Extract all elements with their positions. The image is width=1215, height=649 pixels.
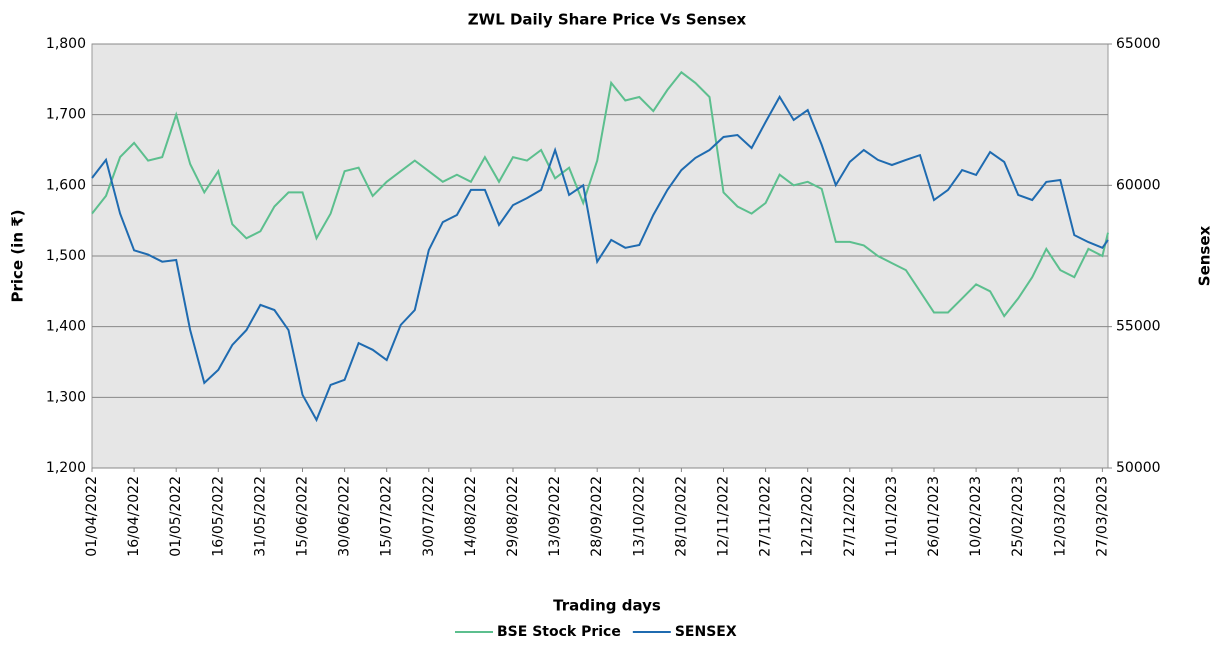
x-tick-label: 26/01/2023	[926, 476, 942, 557]
x-tick-label: 13/09/2022	[547, 476, 563, 557]
x-tick-label: 25/02/2023	[1010, 476, 1026, 557]
y-tick-label: 1,700	[46, 107, 86, 123]
x-tick-label: 01/04/2022	[84, 476, 100, 557]
x-tick-label: 16/05/2022	[210, 476, 226, 557]
x-tick-label: 12/12/2022	[800, 476, 816, 557]
chart-title: ZWL Daily Share Price Vs Sensex	[468, 11, 747, 29]
x-tick-label: 28/10/2022	[673, 476, 689, 557]
y-tick-label: 1,200	[46, 460, 86, 476]
series-line	[91, 70, 1109, 318]
y2-tick-label: 60000	[1116, 177, 1161, 193]
x-tick-label: 29/08/2022	[505, 476, 521, 557]
x-tick-label: 11/01/2023	[884, 476, 900, 557]
y-tick-label: 1,800	[46, 36, 86, 52]
x-tick-label: 27/11/2022	[758, 476, 774, 557]
x-tick-label: 10/02/2023	[968, 476, 984, 557]
x-tick-label: 30/06/2022	[337, 476, 353, 557]
x-tick-label: 12/11/2022	[715, 476, 731, 557]
y-tick-label: 1,300	[46, 389, 86, 405]
legend-label: BSE Stock Price	[497, 624, 621, 640]
y2-tick-label: 50000	[1116, 460, 1161, 476]
y-axis-title: Price (in ₹)	[9, 209, 27, 302]
y2-axis-title: Sensex	[1196, 225, 1214, 286]
x-tick-label: 12/03/2023	[1052, 476, 1068, 557]
x-tick-label: 15/07/2022	[379, 476, 395, 557]
x-axis-title: Trading days	[553, 597, 661, 615]
y2-tick-label: 55000	[1116, 319, 1161, 335]
x-tick-label: 16/04/2022	[126, 476, 142, 557]
x-tick-label: 01/05/2022	[168, 476, 184, 557]
y2-tick-label: 65000	[1116, 36, 1161, 52]
x-tick-label: 15/06/2022	[294, 476, 310, 557]
x-tick-label: 27/12/2022	[842, 476, 858, 557]
series-line	[91, 94, 1109, 423]
y-tick-label: 1,400	[46, 319, 86, 335]
y-tick-label: 1,500	[46, 248, 86, 264]
x-tick-label: 28/09/2022	[589, 476, 605, 557]
legend-label: SENSEX	[675, 624, 737, 640]
x-tick-label: 14/08/2022	[463, 476, 479, 557]
y-tick-label: 1,600	[46, 177, 86, 193]
x-tick-label: 27/03/2023	[1094, 476, 1110, 557]
x-tick-label: 30/07/2022	[421, 476, 437, 557]
x-tick-label: 13/10/2022	[631, 476, 647, 557]
x-tick-label: 31/05/2022	[252, 476, 268, 557]
